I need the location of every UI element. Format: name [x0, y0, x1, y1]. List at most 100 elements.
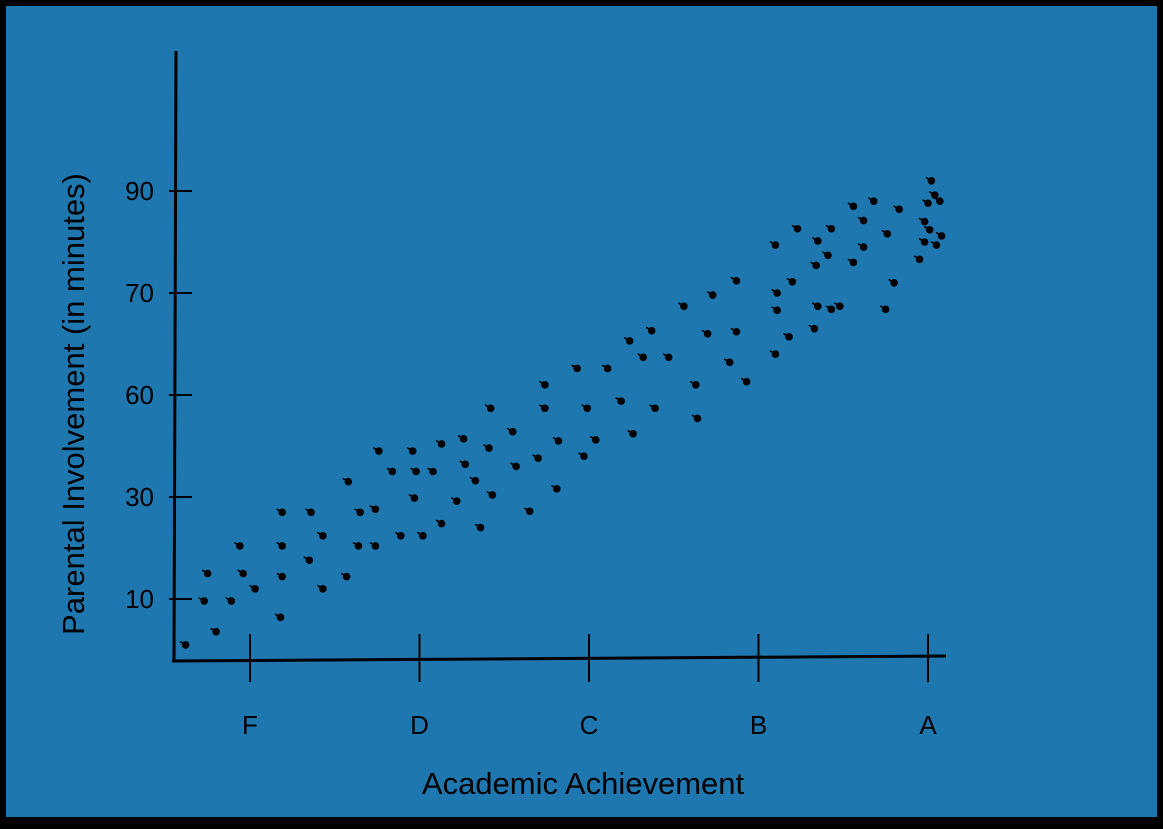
- data-point: [410, 467, 420, 476]
- data-point: [435, 519, 446, 528]
- data-point: [417, 531, 427, 540]
- data-point: [935, 232, 946, 240]
- data-point: [369, 505, 380, 514]
- data-point: [225, 597, 236, 605]
- data-point: [691, 414, 702, 423]
- data-point: [510, 462, 520, 471]
- data-point: [601, 364, 612, 373]
- data-point: [810, 261, 820, 270]
- data-point: [539, 380, 549, 389]
- data-point: [532, 454, 542, 463]
- data-point: [450, 497, 461, 505]
- data-point: [386, 467, 397, 476]
- x-axis-label: Academic Achievement: [422, 766, 745, 801]
- data-point: [340, 572, 351, 581]
- x-tick-label: C: [580, 710, 599, 740]
- data-points: [179, 177, 946, 649]
- scatter-chart: 10 30 60 70 90 F D C B A Academic Achievement Par…: [56, 50, 947, 801]
- data-point: [834, 302, 844, 311]
- data-point: [645, 326, 656, 335]
- data-point: [317, 584, 327, 593]
- data-point: [812, 302, 822, 311]
- data-point: [373, 447, 383, 455]
- x-tick-label: B: [750, 710, 767, 740]
- data-point: [888, 278, 898, 287]
- data-point: [881, 230, 892, 238]
- data-point: [276, 508, 287, 517]
- data-point: [730, 327, 741, 336]
- data-point: [276, 572, 287, 581]
- data-point: [825, 305, 836, 314]
- data-point: [234, 542, 244, 550]
- data-point: [342, 477, 353, 486]
- data-point: [523, 507, 534, 516]
- data-point: [913, 255, 924, 264]
- data-point: [427, 467, 437, 476]
- data-point: [589, 436, 600, 444]
- data-point: [457, 435, 468, 443]
- data-point: [847, 202, 858, 211]
- data-point: [822, 251, 832, 260]
- data-point: [581, 404, 592, 413]
- data-point: [303, 556, 314, 565]
- data-point: [469, 476, 480, 485]
- axes: [171, 50, 947, 663]
- data-point: [506, 427, 517, 436]
- data-point: [435, 440, 446, 448]
- data-point: [701, 329, 712, 338]
- data-point: [317, 531, 327, 540]
- data-point: [486, 491, 497, 499]
- x-tick-label: A: [919, 710, 937, 740]
- axis-ticks: 10 30 60 70 90 F D C B A: [125, 176, 937, 740]
- data-point: [857, 243, 868, 251]
- data-point: [474, 523, 485, 532]
- y-tick-label: 60: [125, 380, 154, 410]
- data-point: [354, 508, 364, 517]
- data-point: [483, 444, 493, 452]
- data-point: [730, 276, 741, 285]
- data-point: [352, 542, 363, 550]
- y-tick-label: 10: [125, 584, 154, 614]
- data-point: [198, 597, 209, 605]
- data-point: [649, 404, 659, 413]
- data-point: [769, 241, 780, 249]
- y-axis-label: Parental Involvement (in minutes): [56, 173, 91, 635]
- data-point: [627, 429, 637, 438]
- y-axis-line: [172, 50, 178, 662]
- data-point: [408, 494, 419, 502]
- data-point: [922, 199, 932, 208]
- data-point: [923, 225, 934, 234]
- data-point: [740, 377, 751, 386]
- y-tick-label: 30: [125, 482, 154, 512]
- y-tick-label: 70: [125, 278, 154, 308]
- data-point: [571, 364, 581, 373]
- data-point: [930, 241, 941, 249]
- data-point: [395, 531, 405, 540]
- data-point: [578, 452, 588, 461]
- data-point: [857, 216, 868, 225]
- data-point: [786, 277, 797, 286]
- y-tick-label: 90: [125, 176, 154, 206]
- data-point: [893, 205, 903, 214]
- data-point: [867, 197, 878, 205]
- data-point: [706, 291, 717, 299]
- data-point: [179, 641, 190, 649]
- data-point: [812, 237, 822, 245]
- data-point: [552, 437, 563, 445]
- data-point: [276, 542, 287, 550]
- data-point: [918, 238, 929, 246]
- data-point: [539, 404, 549, 413]
- data-point: [928, 191, 939, 199]
- data-point: [237, 569, 248, 578]
- data-point: [771, 289, 781, 297]
- data-point: [689, 380, 700, 389]
- data-point: [369, 542, 380, 550]
- data-point: [210, 627, 220, 636]
- data-point: [934, 197, 944, 205]
- data-point: [847, 258, 858, 267]
- data-point: [406, 447, 417, 455]
- x-tick-label: D: [410, 710, 429, 740]
- data-point: [484, 404, 495, 413]
- data-point: [925, 177, 936, 185]
